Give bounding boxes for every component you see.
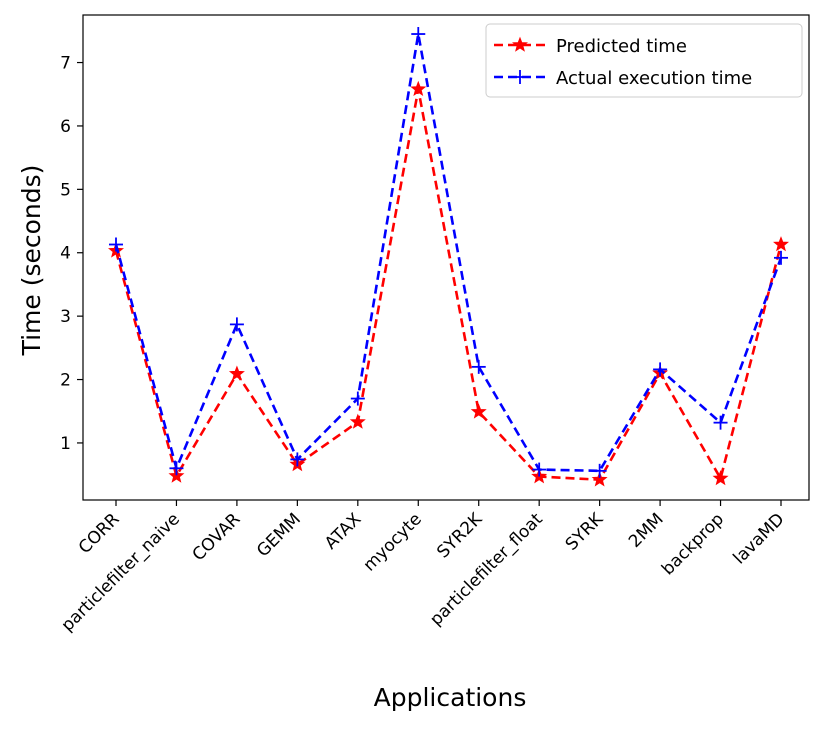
series-1-point-SYRK: [592, 463, 607, 478]
series-line-1: [114, 33, 783, 473]
series-0-point-SYRK: [591, 471, 608, 487]
series-1-point-CORR: [109, 237, 123, 252]
series-1-point-ATAX: [350, 391, 365, 406]
legend-marker-0: [512, 36, 528, 52]
legend-label-1: Actual execution time: [556, 68, 752, 89]
y-axis: 1 2 3 4 5 6 7: [60, 54, 83, 454]
series-0-point-lavaMD: [773, 236, 789, 252]
y-tick-label-4: 4: [60, 244, 71, 264]
legend-entry-1: Actual execution time: [494, 68, 752, 89]
series-1-point-GEMM: [290, 452, 305, 467]
series-1-point-SYR2K: [471, 359, 486, 374]
y-tick-label-3: 3: [60, 307, 71, 327]
x-axis-label: Applications: [374, 683, 527, 712]
y-tick-label-5: 5: [60, 180, 71, 200]
series-0-point-ATAX: [349, 413, 366, 429]
series-1-point-COVAR: [229, 317, 244, 332]
series-0-point-COVAR: [228, 365, 245, 381]
y-tick-label-7: 7: [60, 54, 71, 74]
legend-entry-0: Predicted time: [494, 36, 687, 57]
y-tick-label-6: 6: [60, 117, 71, 137]
legend-label-0: Predicted time: [556, 36, 687, 57]
series-line-0: [114, 88, 783, 482]
series-1: [109, 27, 788, 478]
series-1-point-lavaMD: [774, 250, 788, 265]
series-0-point-SYR2K: [470, 403, 487, 419]
series-0-point-myocyte: [410, 80, 427, 96]
legend-marker-1: [513, 70, 527, 84]
y-tick-label-2: 2: [60, 371, 71, 391]
series-1-point-particlefilter_float: [532, 462, 547, 477]
series-1-point-particlefilter_naive: [169, 461, 184, 476]
series-1-point-backprop: [713, 415, 728, 430]
legend: Predicted time Actual execution time: [485, 23, 803, 98]
plot-frame: [82, 14, 810, 501]
series-1-point-2MM: [653, 362, 668, 377]
y-tick-label-1: 1: [60, 434, 71, 454]
series-0-point-backprop: [712, 470, 729, 486]
series-layer: [108, 27, 789, 487]
series-1-point-myocyte: [411, 27, 426, 42]
legend-box: [485, 23, 803, 98]
y-axis-label: Time (seconds): [17, 165, 46, 357]
